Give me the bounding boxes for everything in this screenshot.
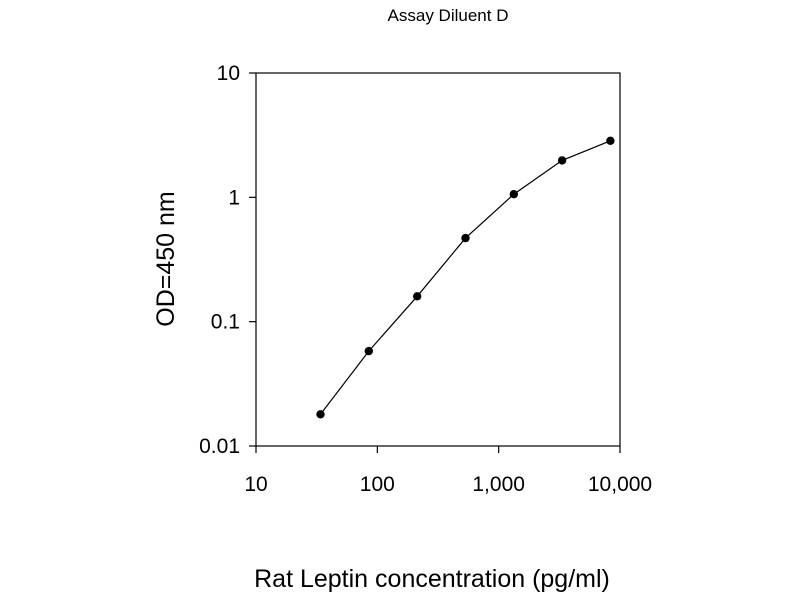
data-point bbox=[413, 292, 422, 301]
plot-area bbox=[255, 72, 621, 447]
data-point bbox=[364, 346, 373, 356]
y-axis-label: OD=450 nm bbox=[152, 191, 180, 327]
x-tick-label: 1,000 bbox=[472, 473, 525, 496]
y-tick-label: 10 bbox=[217, 62, 240, 85]
x-axis-ticks: 10 100 1,000 10,000 bbox=[244, 446, 652, 496]
y-tick-label: 0.01 bbox=[199, 435, 240, 458]
chart-title: Assay Diluent D bbox=[388, 6, 509, 25]
data-point bbox=[461, 233, 470, 243]
x-axis-label: Rat Leptin concentration (pg/ml) bbox=[254, 565, 610, 593]
y-tick-label: 0.1 bbox=[211, 311, 240, 334]
plot-frame bbox=[255, 72, 621, 447]
x-tick-label: 10,000 bbox=[588, 473, 652, 496]
y-axis-ticks: 0.01 0.1 1 10 bbox=[199, 62, 256, 458]
data-point bbox=[557, 156, 567, 165]
y-tick-label: 1 bbox=[228, 186, 240, 209]
series-points-group bbox=[316, 136, 615, 419]
x-tick-label: 10 bbox=[244, 473, 267, 496]
series-line bbox=[320, 140, 611, 415]
series-line-group bbox=[320, 140, 611, 415]
data-point bbox=[606, 136, 615, 145]
data-point bbox=[509, 190, 518, 199]
x-tick-label: 100 bbox=[360, 473, 395, 496]
data-point bbox=[316, 410, 325, 419]
